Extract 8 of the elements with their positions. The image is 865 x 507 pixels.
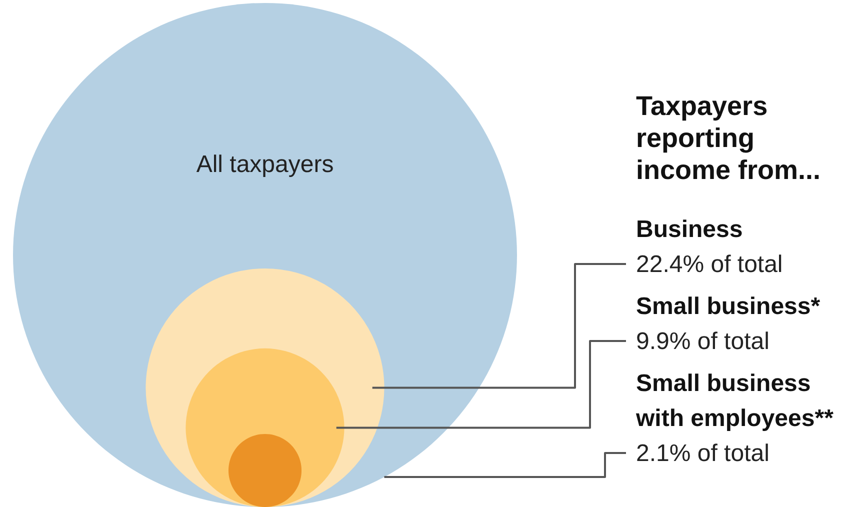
text: Taxpayers reporting income from...: [636, 91, 821, 185]
data-label: 2.1% of total: [636, 440, 770, 467]
data-label: 22.4% of total: [636, 251, 783, 278]
category-label: Small business with employees**: [635, 370, 834, 432]
category-label: Small business*: [636, 293, 821, 320]
category-label: Business: [636, 216, 743, 243]
data-label: 9.9% of total: [636, 328, 770, 355]
category-label: All taxpayers: [196, 150, 334, 178]
